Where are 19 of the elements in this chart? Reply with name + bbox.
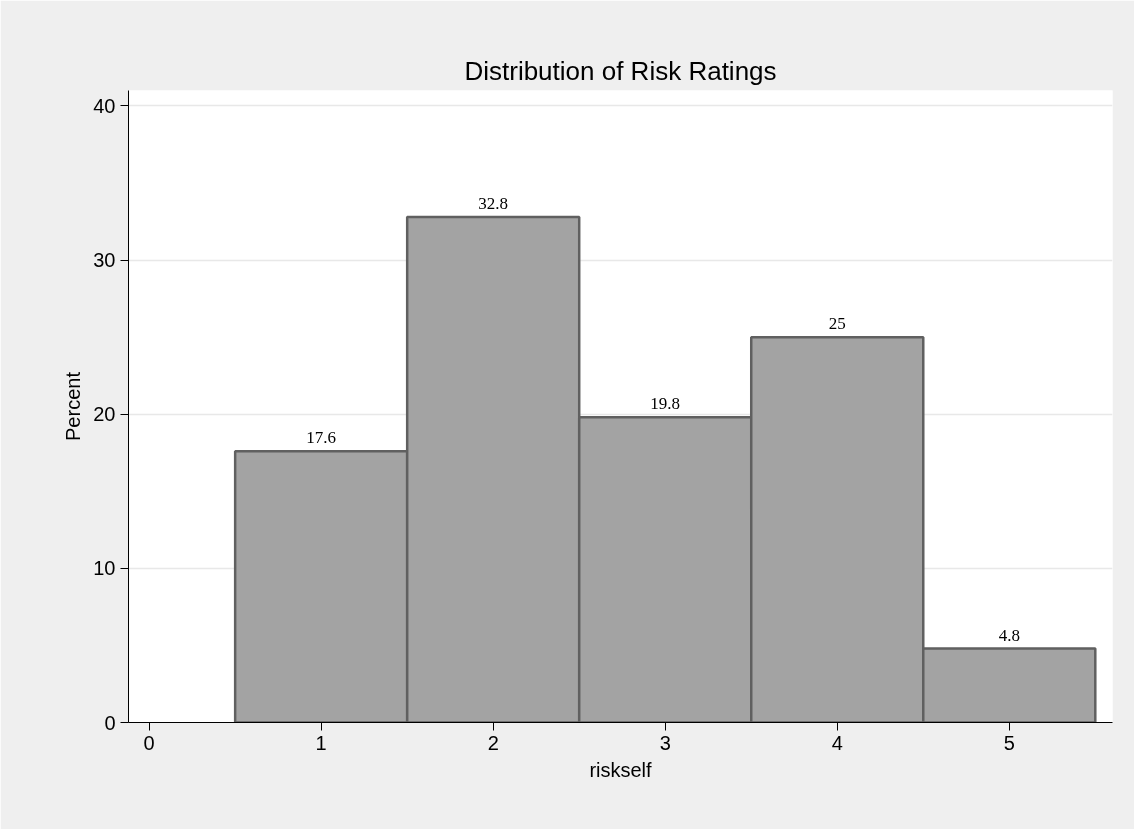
data-label: 32.8: [478, 193, 509, 213]
chart-title: Distribution of Risk Ratings: [464, 55, 777, 86]
x-tick-label: 0: [143, 731, 155, 754]
x-tick-label: 2: [487, 731, 499, 754]
y-tick-label: 10: [93, 557, 116, 580]
x-tick-label: 5: [1003, 731, 1015, 754]
x-axis-title: riskself: [589, 758, 653, 781]
y-tick-label: 40: [93, 94, 116, 117]
x-tick-label: 4: [831, 731, 843, 754]
data-label: 4.8: [998, 625, 1020, 645]
y-tick-label: 20: [93, 403, 116, 426]
data-label: 19.8: [650, 394, 681, 414]
y-tick-label: 0: [104, 711, 116, 734]
y-axis-title: Percent: [62, 371, 85, 441]
data-label: 25: [828, 314, 846, 334]
data-label: 17.6: [306, 428, 337, 448]
x-tick-label: 1: [315, 731, 327, 754]
x-tick-label: 3: [659, 731, 671, 754]
y-tick-label: 30: [93, 249, 116, 272]
